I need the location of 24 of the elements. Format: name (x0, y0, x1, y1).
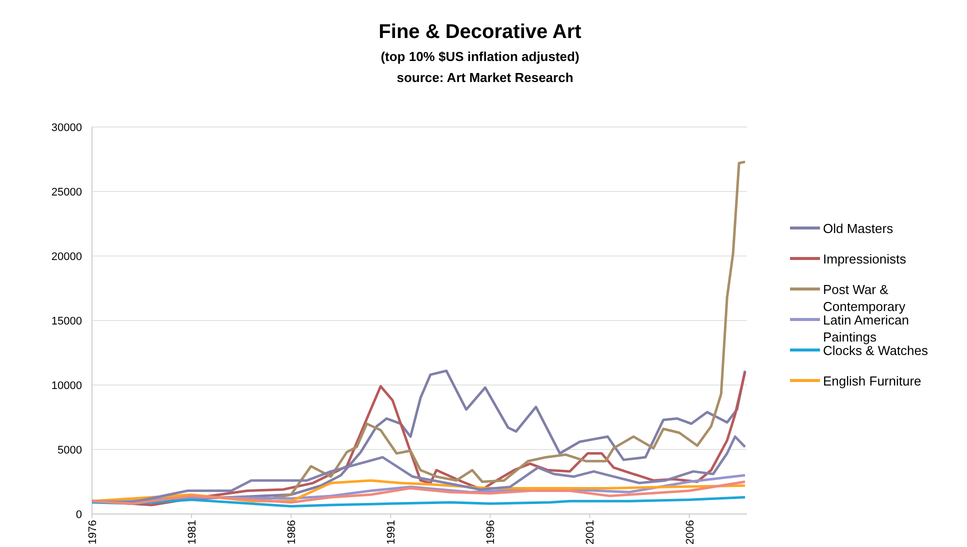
legend-label: English Furniture (823, 374, 922, 388)
legend-label: Latin American Paintings (823, 312, 909, 344)
y-tick-label: 30000 (51, 122, 82, 134)
y-tick-label: 20000 (51, 251, 82, 263)
x-tick-label: 2006 (684, 520, 696, 544)
chart-subtitle: (top 10% $US inflation adjusted) (380, 49, 580, 64)
x-tick-label: 1991 (386, 520, 398, 544)
source-note: source: Art Market Research (396, 70, 574, 85)
y-tick-label: 15000 (51, 316, 82, 328)
y-tick-label: 10000 (51, 380, 82, 392)
y-tick-label: 25000 (51, 186, 82, 198)
x-tick-label: 1996 (485, 520, 498, 544)
legend-label: Impressionists (823, 252, 907, 266)
x-tick-label: 1986 (286, 520, 298, 544)
chart-title: Fine & Decorative Art (378, 21, 582, 43)
x-tick-label: 2001 (584, 520, 597, 544)
y-tick-label: 5000 (58, 444, 82, 456)
x-tick-label: 1981 (186, 520, 199, 544)
legend-label: Post War & Contemporary (823, 282, 906, 314)
x-tick-label: 1976 (87, 520, 99, 544)
legend-label: Old Masters (823, 221, 894, 236)
y-tick-label: 0 (76, 509, 82, 521)
line-series (90, 496, 746, 508)
legend-label: Clocks & Watches (823, 343, 928, 358)
